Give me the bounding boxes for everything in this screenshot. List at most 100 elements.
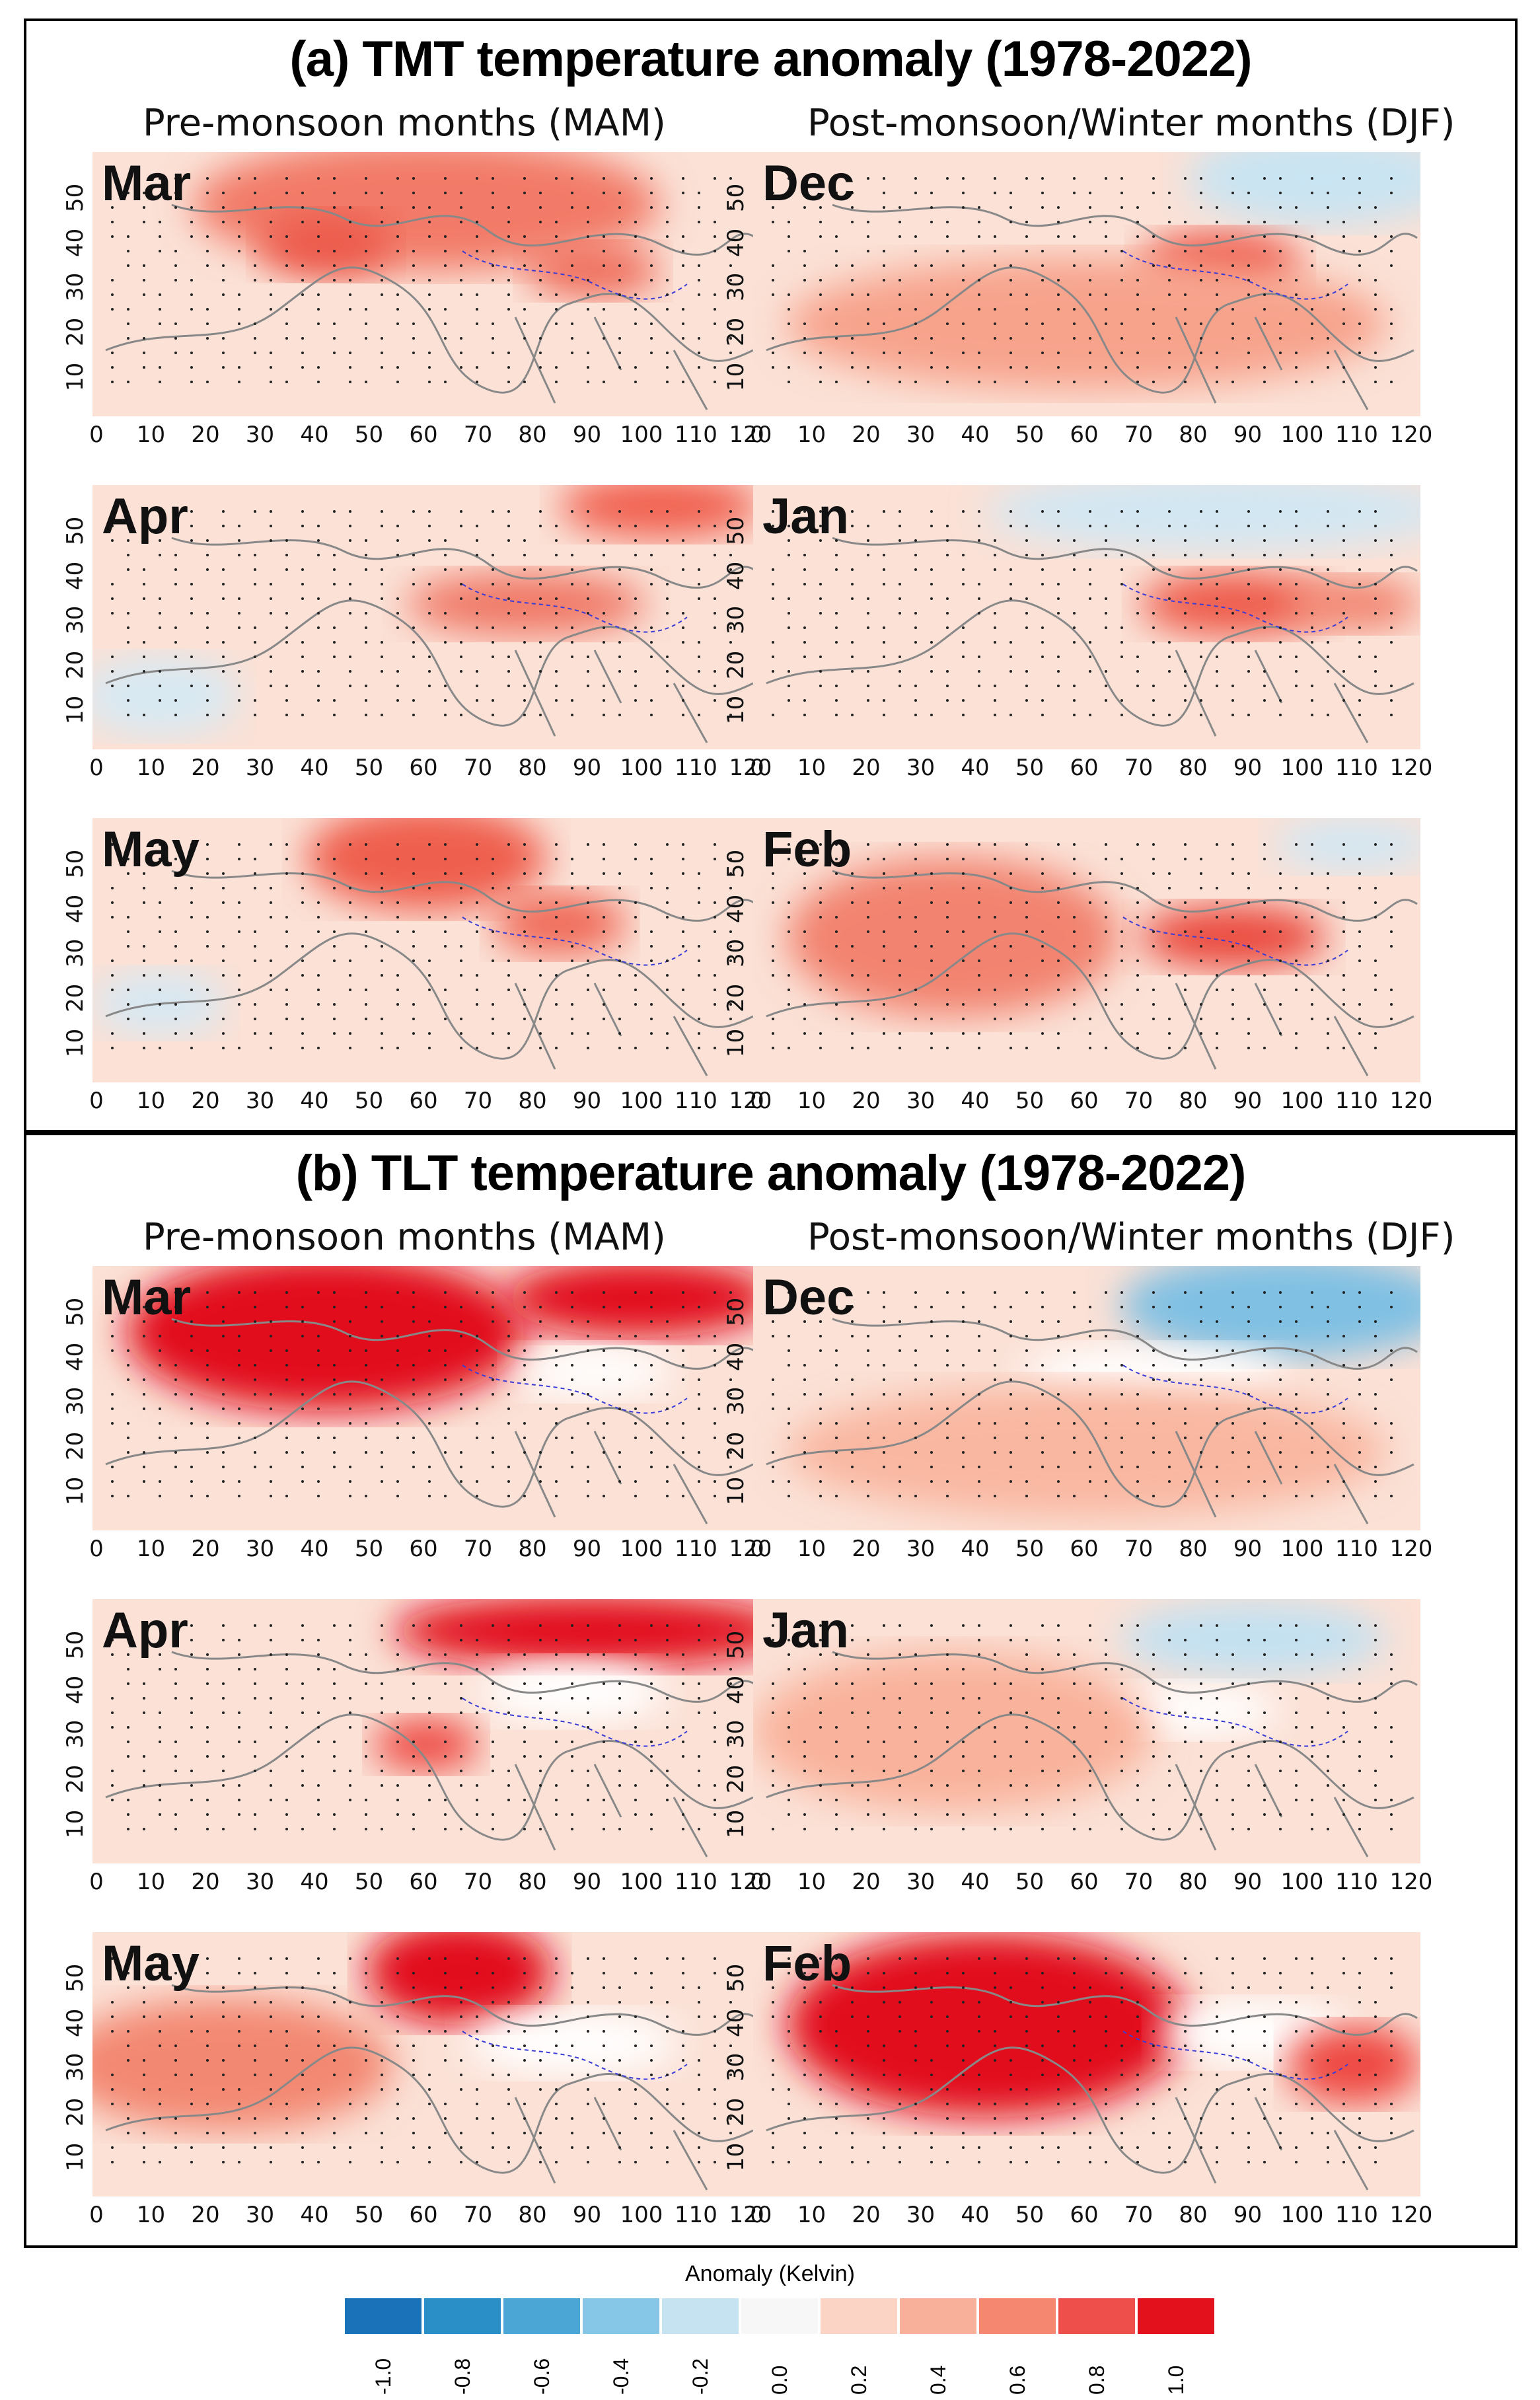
coastline — [832, 1651, 1418, 1703]
month-label: May — [102, 821, 200, 878]
map-graphic — [105, 1266, 760, 1524]
significance-stipple — [772, 1957, 1393, 2163]
y-tick-label: 30 — [62, 2053, 89, 2082]
anomaly-region — [1273, 818, 1420, 871]
coastline — [1175, 1431, 1369, 1524]
map-graphic — [766, 1266, 1420, 1524]
y-tick-label: 30 — [723, 1387, 749, 1416]
x-tick-label: 40 — [961, 1869, 990, 1895]
coastline — [1175, 2097, 1369, 2191]
anomaly-region — [406, 572, 647, 636]
map-graphic — [92, 485, 760, 743]
x-tick-label: 0 — [750, 422, 764, 448]
x-tick-label: 120 — [1389, 1536, 1433, 1562]
x-tick-label: 20 — [191, 755, 220, 781]
boundary-line — [1122, 1698, 1348, 1747]
anomaly-region — [373, 1718, 480, 1771]
legend-label: -0.6 — [530, 2358, 554, 2395]
coastline — [514, 650, 708, 743]
x-tick-label: 90 — [1233, 422, 1263, 448]
anomaly-region — [526, 244, 660, 297]
x-tick-label: 80 — [518, 1536, 547, 1562]
y-tick-label: 10 — [723, 1809, 749, 1839]
y-axis-ticks: 10 20 30 40 50 — [62, 818, 89, 1082]
month-label: Feb — [762, 821, 852, 878]
coastline — [1175, 983, 1369, 1076]
y-axis-ticks: 10 20 30 40 50 — [723, 1599, 749, 1863]
x-tick-label: 60 — [409, 1536, 438, 1562]
map-graphic — [766, 818, 1420, 1076]
x-tick-label: 110 — [675, 1088, 717, 1114]
x-tick-label: 70 — [1124, 755, 1154, 781]
x-tick-label: 100 — [1280, 2202, 1324, 2228]
anomaly-region — [1120, 1266, 1420, 1359]
y-tick-label: 20 — [723, 984, 749, 1013]
x-tick-label: 50 — [354, 1088, 384, 1114]
x-tick-label: 70 — [463, 2202, 493, 2228]
y-tick-label: 30 — [723, 2053, 749, 2082]
tmt-section: (a) TMT temperature anomaly (1978-2022) … — [24, 19, 1518, 1133]
legend-label: 0.0 — [768, 2365, 791, 2395]
y-tick-label: 30 — [723, 273, 749, 302]
y-axis-ticks: 10 20 30 40 50 — [723, 485, 749, 749]
x-tick-label: 30 — [245, 1536, 275, 1562]
x-tick-label: 0 — [89, 422, 104, 448]
y-axis-ticks: 10 20 30 40 50 — [723, 818, 749, 1082]
boundary-line — [462, 583, 688, 633]
x-tick-label: 20 — [191, 1869, 220, 1895]
x-tick-label: 50 — [1015, 422, 1045, 448]
anomaly-region — [560, 485, 760, 538]
x-tick-label: 0 — [89, 2202, 104, 2228]
month-label: Apr — [102, 1602, 188, 1659]
x-tick-label: 100 — [1280, 1869, 1324, 1895]
significance-stipple — [772, 177, 1393, 383]
x-tick-label: 20 — [852, 422, 881, 448]
x-tick-label: 10 — [797, 1536, 826, 1562]
month-label: Dec — [762, 1269, 855, 1326]
y-axis-ticks: 10 20 30 40 50 — [62, 1599, 89, 1863]
boundary-line — [1122, 1365, 1348, 1414]
x-tick-label: 70 — [1124, 422, 1154, 448]
anomaly-region — [259, 213, 393, 276]
x-tick-label: 60 — [409, 422, 438, 448]
y-tick-label: 40 — [62, 2008, 89, 2037]
anomaly-legend: Anomaly (Kelvin) -1.0 -0.8 -0.6 -0.4 -0.2 0.0… — [0, 2248, 1540, 2400]
tmt-title: (a) TMT temperature anomaly (1978-2022) — [289, 31, 1252, 87]
y-tick-label: 10 — [723, 1028, 749, 1058]
x-tick-label: 30 — [906, 2202, 935, 2228]
x-tick-label: 50 — [1015, 755, 1045, 781]
x-tick-label: 60 — [1070, 755, 1099, 781]
x-tick-label: 60 — [409, 1869, 438, 1895]
legend-swatch — [424, 2298, 501, 2334]
y-tick-label: 30 — [62, 606, 89, 635]
anomaly-region — [126, 1266, 527, 1411]
x-tick-label: 10 — [136, 2202, 166, 2228]
anomaly-region — [786, 1932, 1187, 2117]
x-tick-label: 120 — [729, 422, 772, 448]
x-tick-label: 0 — [750, 755, 764, 781]
y-tick-label: 10 — [723, 1476, 749, 1506]
legend-swatch — [741, 2298, 818, 2334]
coastline — [766, 2046, 1414, 2174]
y-tick-label: 30 — [62, 939, 89, 968]
coastline — [1175, 1764, 1369, 1857]
coastline — [105, 266, 754, 394]
x-tick-label: 90 — [572, 2202, 602, 2228]
y-tick-label: 40 — [723, 228, 749, 257]
x-tick-label: 50 — [354, 1536, 384, 1562]
x-tick-label: 70 — [1124, 1536, 1154, 1562]
x-tick-label: 10 — [797, 422, 826, 448]
x-tick-label: 20 — [191, 1536, 220, 1562]
boundary-line — [462, 1698, 688, 1747]
boundary-line — [462, 1365, 688, 1414]
x-tick-label: 80 — [518, 422, 547, 448]
boundary-line — [1122, 2031, 1348, 2080]
legend-label: 0.8 — [1085, 2365, 1109, 2395]
y-tick-label: 10 — [62, 1476, 89, 1506]
x-tick-label: 10 — [797, 1869, 826, 1895]
x-tick-label: 80 — [518, 1869, 547, 1895]
x-tick-label: 50 — [1015, 1088, 1045, 1114]
x-tick-label: 50 — [1015, 1869, 1045, 1895]
x-axis-ticks: 0 10 20 30 40 50 60 70 80 90 100 110 120 — [750, 422, 1432, 451]
x-tick-label: 100 — [1280, 1536, 1324, 1562]
